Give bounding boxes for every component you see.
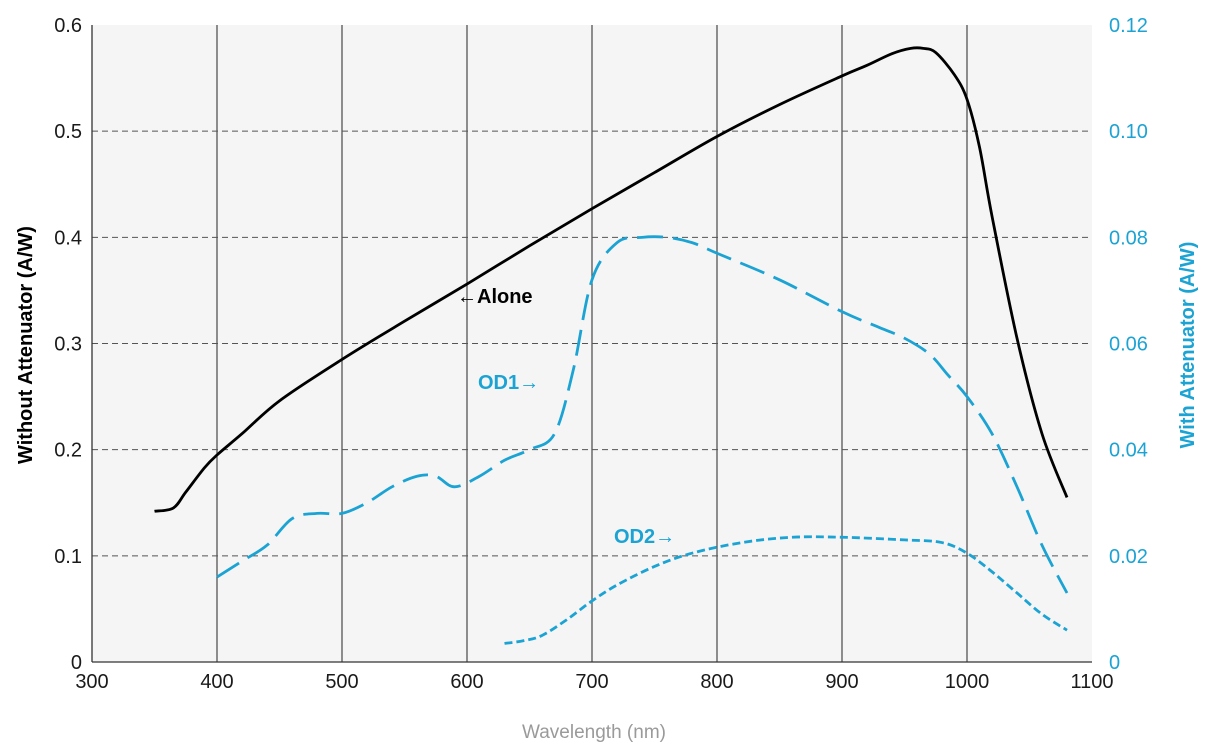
annotation-label: OD2 (614, 526, 655, 548)
annotation-label: Alone (477, 286, 533, 308)
y-right-tick-label: 0 (1109, 652, 1120, 674)
x-tick-label: 600 (450, 671, 483, 693)
y-left-tick-label: 0.6 (54, 15, 82, 37)
grid (92, 25, 1092, 662)
right-axis-label: With Attenuator (A/W) (1177, 242, 1199, 449)
y-right-tick-label: 0.02 (1109, 546, 1148, 568)
y-right-tick-label: 0.04 (1109, 440, 1148, 462)
annotation-arrow: → (519, 372, 539, 394)
y-left-tick-label: 0.2 (54, 440, 82, 462)
series-group (154, 46, 1069, 645)
x-tick-label: 800 (700, 671, 733, 693)
x-tick-label: 1100 (1070, 671, 1113, 693)
annotation-arrow: ← (457, 286, 477, 308)
annotation-arrow: → (655, 526, 675, 548)
axes: 300 400 500 600 700 800 900 1000 110000.10.20.30… (54, 15, 1148, 693)
y-right-tick-label: 0.12 (1109, 15, 1148, 37)
y-left-tick-label: 0 (71, 652, 82, 674)
y-right-tick-label: 0.08 (1109, 227, 1148, 249)
x-tick-label: 300 (75, 671, 108, 693)
series-line-od2 (504, 535, 1068, 645)
annotation-label: OD1 (478, 372, 519, 394)
y-left-tick-label: 0.5 (54, 121, 82, 143)
y-right-tick-label: 0.06 (1109, 334, 1148, 356)
annotation-od2: OD2→ (614, 526, 675, 548)
x-axis-label: Wavelength (nm) (522, 722, 666, 743)
x-tick-label: 500 (325, 671, 358, 693)
y-right-tick-label: 0.10 (1109, 121, 1148, 143)
y-left-tick-label: 0.1 (54, 546, 82, 568)
series-line-alone (154, 46, 1069, 513)
x-tick-label: 400 (200, 671, 233, 693)
x-tick-label: 1000 (945, 671, 990, 693)
y-left-tick-label: 0.4 (54, 227, 82, 249)
left-axis-label: Without Attenuator (A/W) (15, 226, 37, 464)
x-tick-label: 700 (575, 671, 608, 693)
y-left-tick-label: 0.3 (54, 334, 82, 356)
series-line-od1 (216, 235, 1069, 594)
x-tick-label: 900 (825, 671, 858, 693)
annotation-od1: OD1→ (478, 372, 539, 394)
annotation-alone: ←Alone (457, 286, 533, 308)
